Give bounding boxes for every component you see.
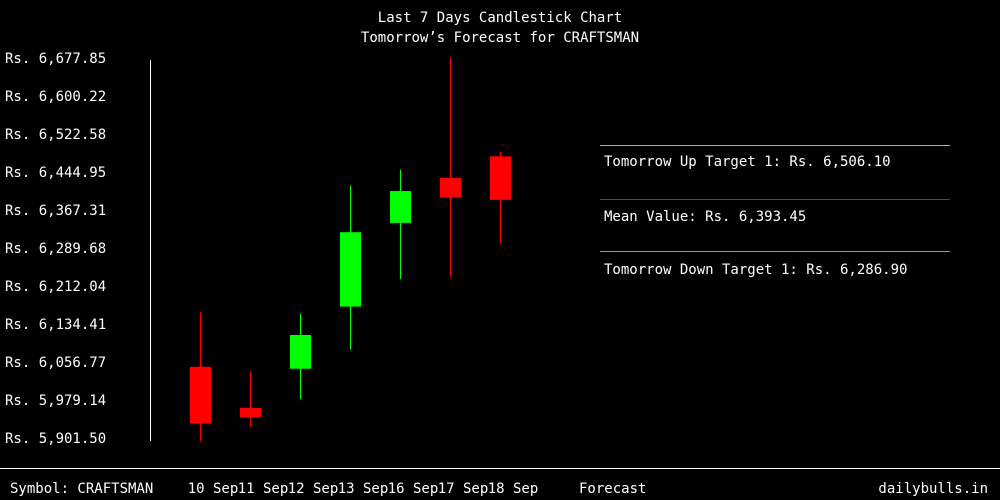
y-tick-label: Rs. 6,444.95 bbox=[5, 165, 106, 181]
candle-body bbox=[440, 177, 461, 198]
x-tick-label: 18 Sep bbox=[488, 481, 539, 497]
chart-subtitle: Tomorrow’s Forecast for CRAFTSMAN bbox=[360, 30, 640, 46]
candle-body bbox=[240, 407, 261, 418]
x-axis-ticks: 10 Sep 11 Sep 12 Sep 13 Sep 16 Sep 17 Sep 18 S… bbox=[188, 481, 539, 497]
mean-value-line bbox=[600, 199, 950, 200]
y-tick-label: Rs. 6,056.77 bbox=[5, 355, 106, 371]
y-tick-label: Rs. 5,901.50 bbox=[5, 431, 106, 447]
candle-body bbox=[190, 366, 211, 424]
up-target-line bbox=[600, 145, 950, 146]
symbol-label: Symbol: CRAFTSMAN bbox=[10, 481, 154, 497]
x-tick-label: 10 Sep bbox=[188, 481, 239, 497]
candle-body bbox=[490, 156, 511, 200]
brand-link[interactable]: dailybulls.in bbox=[878, 481, 988, 497]
y-tick-label: Rs. 6,367.31 bbox=[5, 203, 106, 219]
y-axis-ticks: Rs. 6,677.85 Rs. 6,600.22 Rs. 6,522.58 Rs. … bbox=[5, 51, 106, 447]
candles bbox=[190, 57, 511, 442]
y-tick-label: Rs. 6,289.68 bbox=[5, 241, 106, 257]
y-tick-label: Rs. 6,600.22 bbox=[5, 89, 106, 105]
down-target-label: Tomorrow Down Target 1: Rs. 6,286.90 bbox=[604, 262, 908, 278]
chart-title: Last 7 Days Candlestick Chart bbox=[377, 10, 623, 26]
candle-body bbox=[390, 191, 411, 223]
y-tick-label: Rs. 6,677.85 bbox=[5, 51, 106, 67]
down-target-line bbox=[600, 251, 950, 252]
x-tick-label: 11 Sep bbox=[238, 481, 289, 497]
y-tick-label: Rs. 5,979.14 bbox=[5, 393, 106, 409]
y-tick-label: Rs. 6,522.58 bbox=[5, 127, 106, 143]
y-tick-label: Rs. 6,212.04 bbox=[5, 279, 106, 295]
x-tick-label: 17 Sep bbox=[438, 481, 489, 497]
y-tick-label: Rs. 6,134.41 bbox=[5, 317, 106, 333]
x-tick-label: 12 Sep bbox=[288, 481, 339, 497]
footer-divider bbox=[0, 468, 1000, 469]
x-tick-label: 13 Sep bbox=[338, 481, 389, 497]
forecast-column-label: Forecast bbox=[579, 481, 647, 497]
mean-value-label: Mean Value: Rs. 6,393.45 bbox=[604, 209, 807, 225]
up-target-label: Tomorrow Up Target 1: Rs. 6,506.10 bbox=[604, 154, 891, 170]
candle-body bbox=[290, 334, 311, 369]
x-tick-label: 16 Sep bbox=[388, 481, 439, 497]
candle-body bbox=[340, 232, 361, 307]
